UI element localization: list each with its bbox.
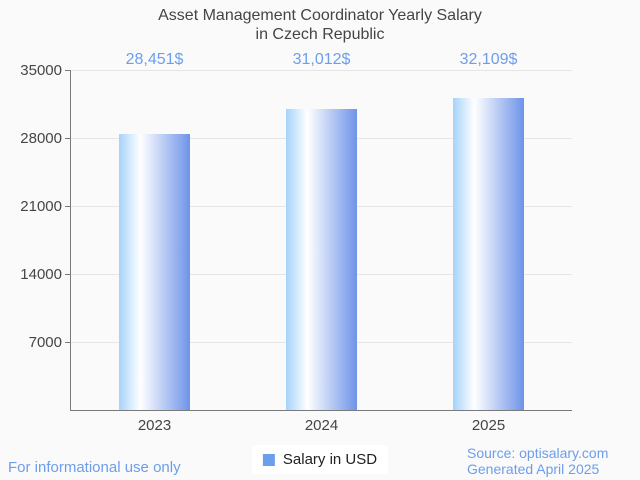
legend-swatch-icon (262, 453, 275, 466)
footer-source-block: Source: optisalary.com Generated April 2… (467, 445, 608, 477)
y-axis-tick (65, 342, 71, 343)
bar (453, 98, 524, 410)
footer-source-line: Source: optisalary.com (467, 445, 609, 461)
bar-value-label: 32,109$ (459, 51, 518, 68)
y-axis-label: 35000 (20, 62, 62, 79)
y-axis-label: 28000 (20, 130, 62, 147)
bar-value-label: 31,012$ (292, 51, 351, 68)
bar-value-label: 28,451$ (125, 51, 184, 68)
footer-generated-line: Generated April 2025 (467, 461, 600, 477)
y-axis-tick (65, 138, 71, 139)
x-axis-label: 2024 (304, 417, 339, 434)
y-axis-tick (65, 70, 71, 71)
x-axis-label: 2023 (137, 417, 172, 434)
chart-title: Asset Management Coordinator Yearly Sala… (0, 6, 640, 44)
y-axis-label: 7000 (28, 334, 62, 351)
y-axis-label: 21000 (20, 198, 62, 215)
bar (119, 133, 190, 410)
chart-title-line2: in Czech Republic (255, 26, 385, 43)
y-axis-label: 14000 (20, 266, 62, 283)
plot-area: 35000 28000 21000 14000 7000 28,451$ 2023 31,01… (20, 51, 572, 434)
footer-disclaimer: For informational use only (8, 459, 181, 476)
chart-title-line1: Asset Management Coordinator Yearly Sala… (158, 7, 482, 24)
legend: Salary in USD (251, 445, 389, 474)
legend-label: Salary in USD (282, 451, 378, 468)
x-axis-label: 2025 (471, 417, 506, 434)
gridline (71, 70, 572, 71)
y-axis-tick (65, 274, 71, 275)
bar (286, 108, 357, 410)
y-axis-tick (65, 206, 71, 207)
